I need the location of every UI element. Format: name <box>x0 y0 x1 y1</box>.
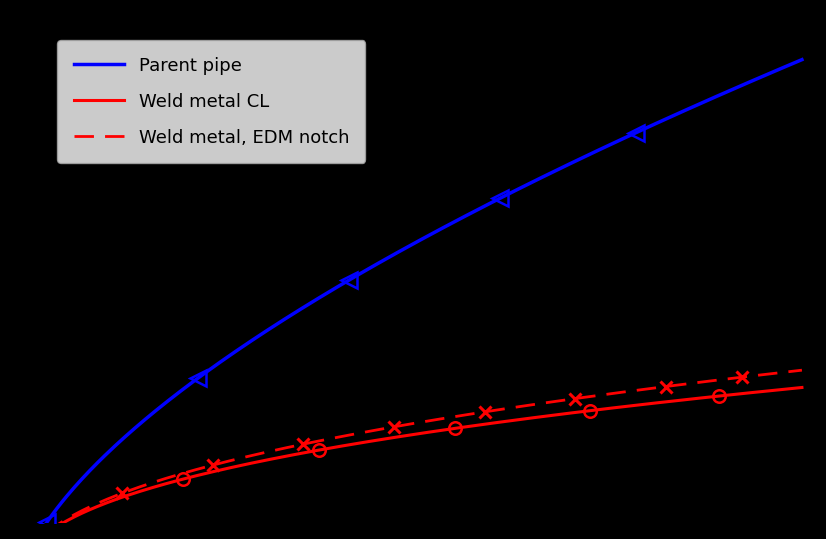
Legend: Parent pipe, Weld metal CL, Weld metal, EDM notch: Parent pipe, Weld metal CL, Weld metal, … <box>57 40 365 163</box>
